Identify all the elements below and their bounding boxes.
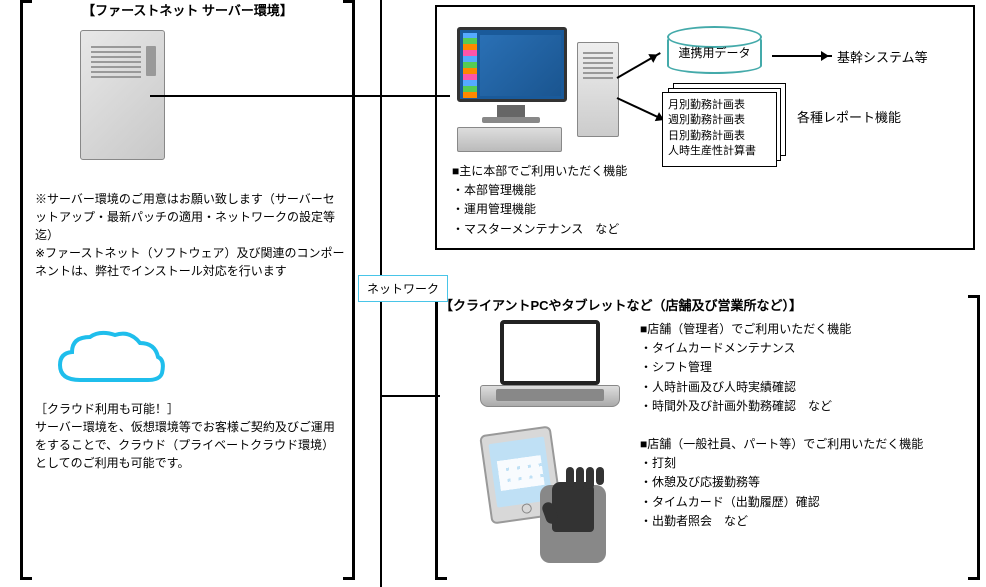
server-title: 【ファーストネット サーバー環境】 (20, 0, 355, 19)
connector-line (380, 395, 440, 397)
cloud-icon (50, 325, 170, 403)
db-label: 連携用データ (667, 44, 762, 61)
staff-items: ・打刻 ・休憩及び応援勤務等 ・タイムカード（出勤履歴）確認 ・出勤者照会 など (640, 454, 923, 531)
network-label: ネットワーク (358, 275, 448, 302)
bracket-left (20, 0, 32, 580)
bracket-right (343, 0, 355, 580)
bracket-left (435, 295, 447, 580)
cloud-option-title: ［クラウド利用も可能！］ (35, 400, 345, 418)
hq-box: 連携用データ 基幹システム等 月別勤務計画表 週別勤務計画表 日別勤務計画表 人… (435, 5, 975, 250)
core-system-label: 基幹システム等 (837, 47, 928, 66)
cloud-notes: ［クラウド利用も可能！］ サーバー環境を、仮想環境等でお客様ご契約及びご運用をす… (35, 400, 345, 472)
hq-header: ■主に本部でご利用いただく機能 (452, 162, 627, 181)
store-items: ・タイムカードメンテナンス ・シフト管理 ・人時計画及び人時実績確認 ・時間外及… (640, 339, 851, 416)
staff-header: ■店舗（一般社員、パート等）でご利用いただく機能 (640, 435, 923, 454)
documents-icon: 月別勤務計画表 週別勤務計画表 日別勤務計画表 人時生産性計算書 (662, 92, 777, 167)
hq-functions: ■主に本部でご利用いただく機能 ・本部管理機能 ・運用管理機能 ・マスターメンテ… (452, 162, 627, 239)
desktop-pc-icon (452, 27, 632, 157)
hand-touch-icon (540, 480, 615, 565)
report-label: 各種レポート機能 (797, 107, 901, 126)
store-header: ■店舗（管理者）でご利用いただく機能 (640, 320, 851, 339)
arrow-icon (772, 55, 832, 57)
store-manager-functions: ■店舗（管理者）でご利用いただく機能 ・タイムカードメンテナンス ・シフト管理 … (640, 320, 851, 416)
database-icon: 連携用データ (667, 32, 767, 82)
server-tower-icon (80, 30, 180, 170)
cloud-option-text: サーバー環境を、仮想環境等でお客様ご契約及びご運用をすることで、クラウド（プライ… (35, 418, 345, 472)
server-notes: ※サーバー環境のご用意はお願い致します（サーバーセットアップ・最新パッチの適用・… (35, 190, 345, 280)
client-title: 【クライアントPCやタブレットなど（店舗及び営業所など）】 (440, 295, 802, 314)
store-staff-functions: ■店舗（一般社員、パート等）でご利用いただく機能 ・打刻 ・休憩及び応援勤務等 … (640, 435, 923, 531)
hq-items: ・本部管理機能 ・運用管理機能 ・マスターメンテナンス など (452, 181, 627, 239)
server-env-panel: 【ファーストネット サーバー環境】 ※サーバー環境のご用意はお願い致します（サー… (20, 0, 355, 580)
bracket-right (968, 295, 980, 580)
connector-line (150, 95, 450, 97)
laptop-icon (480, 320, 620, 415)
